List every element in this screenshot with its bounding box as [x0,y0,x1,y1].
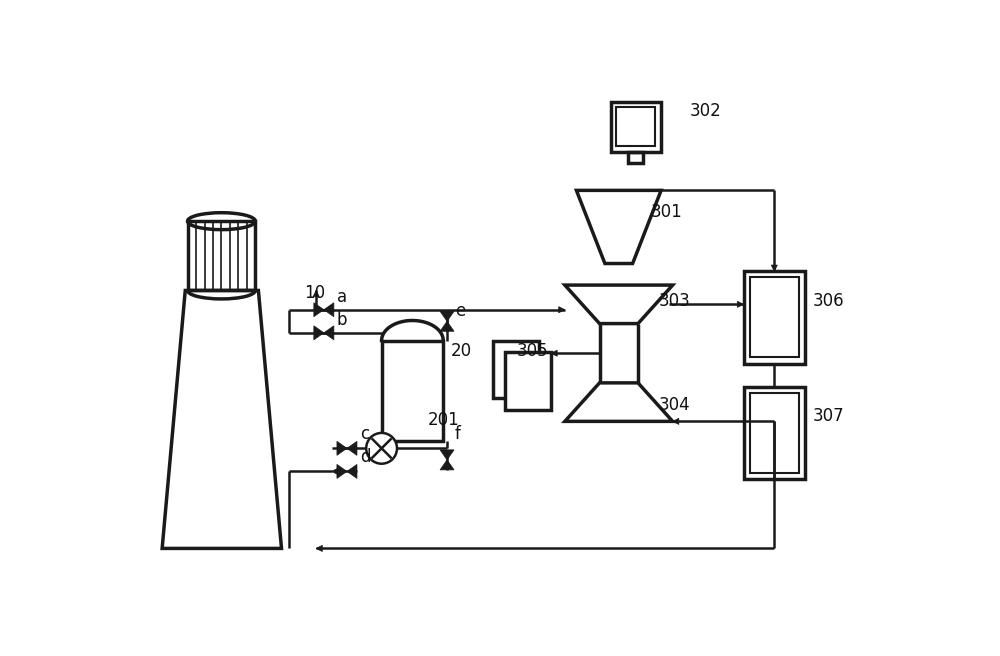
Bar [616,107,655,146]
Polygon shape [440,311,454,321]
Bar [628,152,643,163]
Polygon shape [559,306,565,313]
Bar [611,102,661,152]
Polygon shape [551,350,557,356]
Text: 307: 307 [813,407,844,425]
Text: b: b [337,311,347,329]
Circle shape [366,433,397,464]
Bar [382,340,443,441]
Text: f: f [455,425,461,443]
Bar [750,277,799,358]
Text: 20: 20 [451,342,472,360]
Text: 10: 10 [305,284,326,302]
Text: 304: 304 [659,396,690,414]
Polygon shape [314,302,324,317]
Polygon shape [737,301,744,308]
Text: c: c [360,425,369,443]
Polygon shape [337,441,347,455]
Text: a: a [337,288,347,306]
Text: 201: 201 [428,411,460,429]
Text: e: e [455,302,465,320]
Polygon shape [440,321,454,331]
Text: 301: 301 [651,203,683,221]
Bar [744,387,805,479]
Polygon shape [347,464,357,478]
Text: 306: 306 [813,292,844,310]
Text: 305: 305 [516,342,548,360]
Polygon shape [313,291,319,297]
Polygon shape [440,460,454,470]
Text: 302: 302 [690,102,721,119]
Bar [505,352,551,410]
Polygon shape [440,450,454,460]
Bar [744,271,805,363]
Polygon shape [332,468,338,474]
Polygon shape [314,326,324,340]
Polygon shape [337,464,347,478]
Text: 303: 303 [659,292,691,310]
Bar [750,393,799,473]
Polygon shape [324,302,334,317]
Text: d: d [360,448,371,466]
Polygon shape [771,265,777,271]
Bar [493,340,539,398]
Polygon shape [316,545,322,552]
Bar [188,221,255,291]
Polygon shape [673,419,679,424]
Polygon shape [324,326,334,340]
Polygon shape [347,441,357,455]
